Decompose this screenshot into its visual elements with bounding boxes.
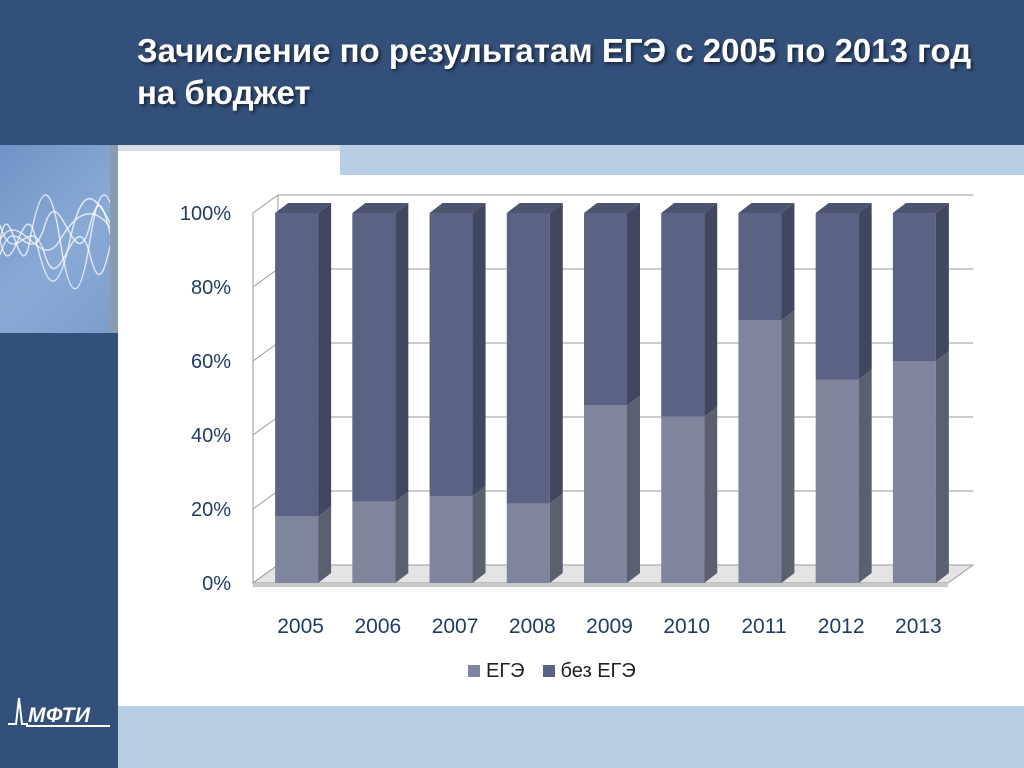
bar-segment-no-ege-side [704, 203, 718, 417]
bar-segment-ege-side [318, 506, 332, 583]
y-tick-label: 80% [191, 277, 231, 299]
bar-segment-no-ege-top [584, 203, 640, 213]
bar-segment-ege [815, 379, 859, 583]
x-tick-label: 2011 [741, 615, 786, 638]
bar-segment-no-ege [275, 213, 319, 517]
chart-legend: ЕГЭ без ЕГЭ [468, 658, 654, 684]
bar-segment-no-ege-top [815, 203, 872, 213]
bar-segment-no-ege [892, 213, 936, 361]
bar-segment-no-ege-top [506, 203, 563, 213]
legend-label-ege: ЕГЭ [486, 659, 525, 682]
y-tick-label: 60% [191, 351, 231, 373]
bar-segment-no-ege-top [429, 203, 486, 213]
bar-segment-no-ege [506, 213, 550, 504]
top-strip-shadow [118, 145, 344, 151]
bar-segment-ege-side [704, 406, 718, 583]
bar-segment-ege [584, 405, 627, 583]
bar-segment-ege-side [472, 486, 486, 583]
bar-segment-ege [892, 361, 936, 583]
bar-segment-ege [429, 496, 473, 583]
bar-segment-ege [275, 516, 319, 583]
x-tick-label: 2007 [432, 615, 479, 638]
bar-segment-ege-side [627, 395, 640, 583]
x-tick-label: 2010 [663, 615, 710, 638]
gridline-depth [252, 342, 279, 362]
bar-segment-no-ege-top [738, 203, 795, 213]
bar-segment-no-ege-top [352, 203, 409, 213]
slide-title: Зачисление по результатам ЕГЭ с 2005 по … [137, 32, 972, 111]
bar-segment-no-ege-side [395, 203, 409, 502]
bar-segment-no-ege-top [892, 203, 949, 213]
bar-segment-no-ege-side [627, 203, 640, 406]
bar-segment-no-ege [661, 213, 705, 417]
stacked-bar-chart: 0% 20% 40% 60% 80% 100% 2005 2006 2007 2008 2009 20… [180, 194, 975, 638]
y-tick-label: 0% [202, 573, 231, 595]
bar-segment-ege-side [858, 369, 872, 583]
x-tick-label: 2005 [277, 615, 324, 638]
chart-floor-edge [253, 583, 948, 587]
gridline-depth [252, 416, 279, 436]
y-tick-label: 20% [191, 499, 231, 521]
bar-segment-ege [661, 416, 705, 583]
wave-icon [0, 194, 118, 290]
y-tick-label: 100% [180, 203, 231, 225]
bar-segment-no-ege-side [549, 203, 563, 504]
x-tick-label: 2013 [895, 615, 942, 638]
mipt-logo-icon [8, 697, 110, 727]
legend-swatch-ege [468, 665, 480, 677]
bar-segment-ege [352, 501, 396, 583]
slide-header [0, 0, 1024, 145]
gridline-depth [252, 194, 279, 214]
gridline-depth [252, 268, 279, 288]
x-tick-label: 2012 [818, 615, 865, 638]
bar-segment-no-ege [738, 213, 782, 321]
bar-segment-no-ege-side [472, 203, 486, 497]
bar-segment-no-ege-side [781, 203, 795, 321]
bar-segment-no-ege [815, 213, 859, 380]
bar-segment-no-ege-side [318, 203, 332, 517]
bar-segment-no-ege-top [275, 203, 332, 213]
bar-segment-ege-side [549, 493, 563, 583]
top-strip [340, 145, 1024, 175]
x-tick-label: 2008 [509, 615, 556, 638]
legend-label-no-ege: без ЕГЭ [560, 659, 636, 682]
x-tick-label: 2009 [586, 615, 633, 638]
logo-text: МФТИ [28, 704, 91, 727]
x-tick-label: 2006 [354, 615, 401, 638]
bar-segment-ege-side [395, 491, 409, 583]
bar-segment-no-ege [584, 213, 627, 406]
bar-segment-ege [506, 503, 550, 583]
bar-segment-no-ege-top [661, 203, 718, 213]
bar-segment-ege-side [781, 310, 795, 583]
gridline-depth [252, 490, 279, 510]
bar-segment-no-ege [352, 213, 396, 502]
bar-segment-no-ege-side [858, 203, 872, 380]
wave-graphic [0, 145, 118, 333]
bottom-strip [118, 706, 1024, 768]
legend-item-no-ege: без ЕГЭ [542, 659, 636, 683]
panel-separator [110, 145, 118, 333]
bar-segment-ege-side [935, 351, 949, 583]
y-tick-label: 40% [191, 425, 231, 447]
bar-segment-no-ege-side [935, 203, 949, 361]
legend-swatch-no-ege [542, 665, 555, 677]
bar-segment-ege [738, 320, 782, 583]
legend-item-ege: ЕГЭ [468, 660, 525, 683]
bar-segment-no-ege [429, 213, 473, 497]
